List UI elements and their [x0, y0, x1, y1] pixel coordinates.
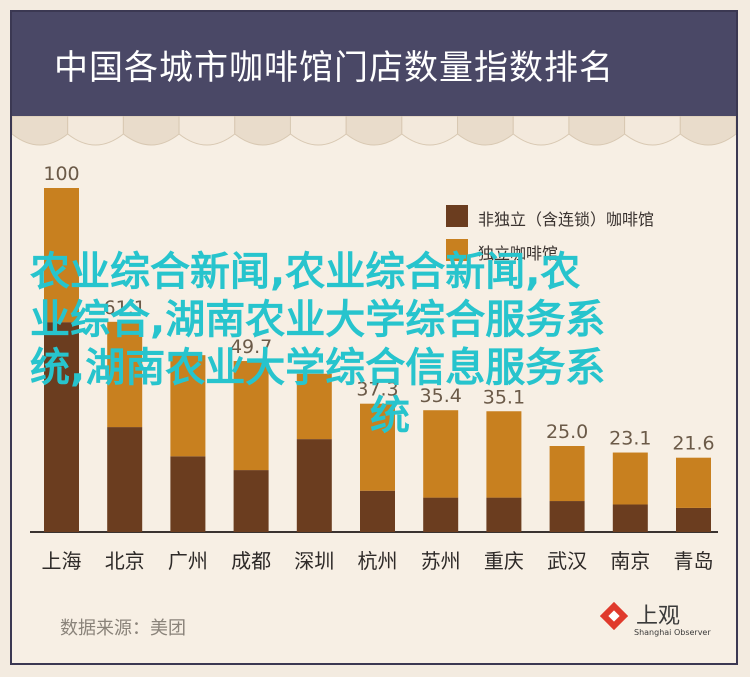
value-label-1: 61.1	[104, 297, 146, 319]
category-label-6: 苏州	[421, 549, 461, 573]
publisher-logo: 上观 Shanghai Observer	[600, 598, 711, 644]
bar-non-independent-7	[486, 497, 522, 532]
bar-non-independent-2	[170, 456, 206, 532]
data-source: 数据来源：美团	[60, 618, 186, 639]
bar-independent-1	[107, 321, 143, 428]
bar-non-independent-10	[676, 507, 711, 532]
overlay-line-2: 业综合,湖南农业大学综合服务系	[30, 297, 606, 343]
category-label-10: 青岛	[674, 549, 714, 573]
value-label-6: 35.4	[420, 385, 462, 407]
bar-non-independent-4	[296, 439, 332, 532]
category-label-2: 广州	[168, 549, 208, 573]
bar-independent-7	[486, 411, 522, 498]
value-label-8: 25.0	[546, 421, 588, 443]
overlay-line-3: 统,湖南农业大学综合信息服务系	[30, 345, 606, 391]
category-label-3: 成都	[231, 549, 271, 573]
category-label-9: 南京	[610, 549, 650, 573]
overlay-line-1: 农业综合新闻,农业综合新闻,农	[30, 249, 581, 295]
bar-independent-4	[296, 373, 332, 440]
bar-independent-6	[423, 410, 459, 498]
legend-swatch-independent	[446, 239, 468, 261]
logo-mark-icon	[600, 602, 628, 630]
bar-non-independent-1	[107, 427, 143, 532]
value-label-0: 100	[43, 163, 79, 185]
bar-non-independent-8	[549, 501, 585, 532]
value-label-3: 49.7	[230, 336, 272, 358]
logo-name: 上观	[636, 604, 681, 629]
bar-non-independent-3	[233, 470, 269, 532]
legend-swatch-non-independent	[446, 205, 468, 227]
category-label-4: 深圳	[294, 549, 334, 573]
value-label-7: 35.1	[483, 386, 525, 408]
value-label-10: 21.6	[672, 433, 714, 455]
chart-title: 中国各城市咖啡馆门店数量指数排名	[54, 48, 614, 88]
category-label-5: 杭州	[358, 549, 398, 573]
bar-non-independent-5	[360, 490, 395, 532]
bar-independent-0	[44, 188, 79, 323]
awning-scallop	[679, 116, 736, 146]
category-label-7: 重庆	[484, 549, 524, 573]
bar-non-independent-9	[612, 504, 648, 532]
bar-non-independent-0	[44, 322, 79, 532]
value-label-5: 37.3	[356, 379, 398, 401]
category-label-1: 北京	[105, 549, 145, 573]
overlay-line-4: 统	[370, 393, 410, 439]
bar-independent-2	[170, 355, 206, 457]
category-label-0: 上海	[42, 549, 82, 573]
title-bar	[12, 12, 736, 116]
logo-subtitle: Shanghai Observer	[634, 628, 711, 637]
legend-label-non-independent: 非独立（含连锁）咖啡馆	[478, 210, 655, 229]
category-label-8: 武汉	[547, 549, 587, 573]
bar-independent-3	[233, 361, 269, 471]
bar-independent-10	[676, 457, 711, 508]
bar-independent-9	[612, 452, 648, 505]
awning-decoration	[12, 116, 736, 146]
bar-non-independent-6	[423, 497, 459, 532]
legend-label-independent: 独立咖啡馆	[478, 244, 559, 263]
value-label-9: 23.1	[609, 428, 651, 450]
bar-independent-5	[360, 403, 395, 491]
overlay-watermark-text: 农业综合新闻,农业综合新闻,农 业综合,湖南农业大学综合服务系 统,湖南农业大学…	[30, 248, 720, 440]
bar-independent-8	[549, 446, 585, 502]
